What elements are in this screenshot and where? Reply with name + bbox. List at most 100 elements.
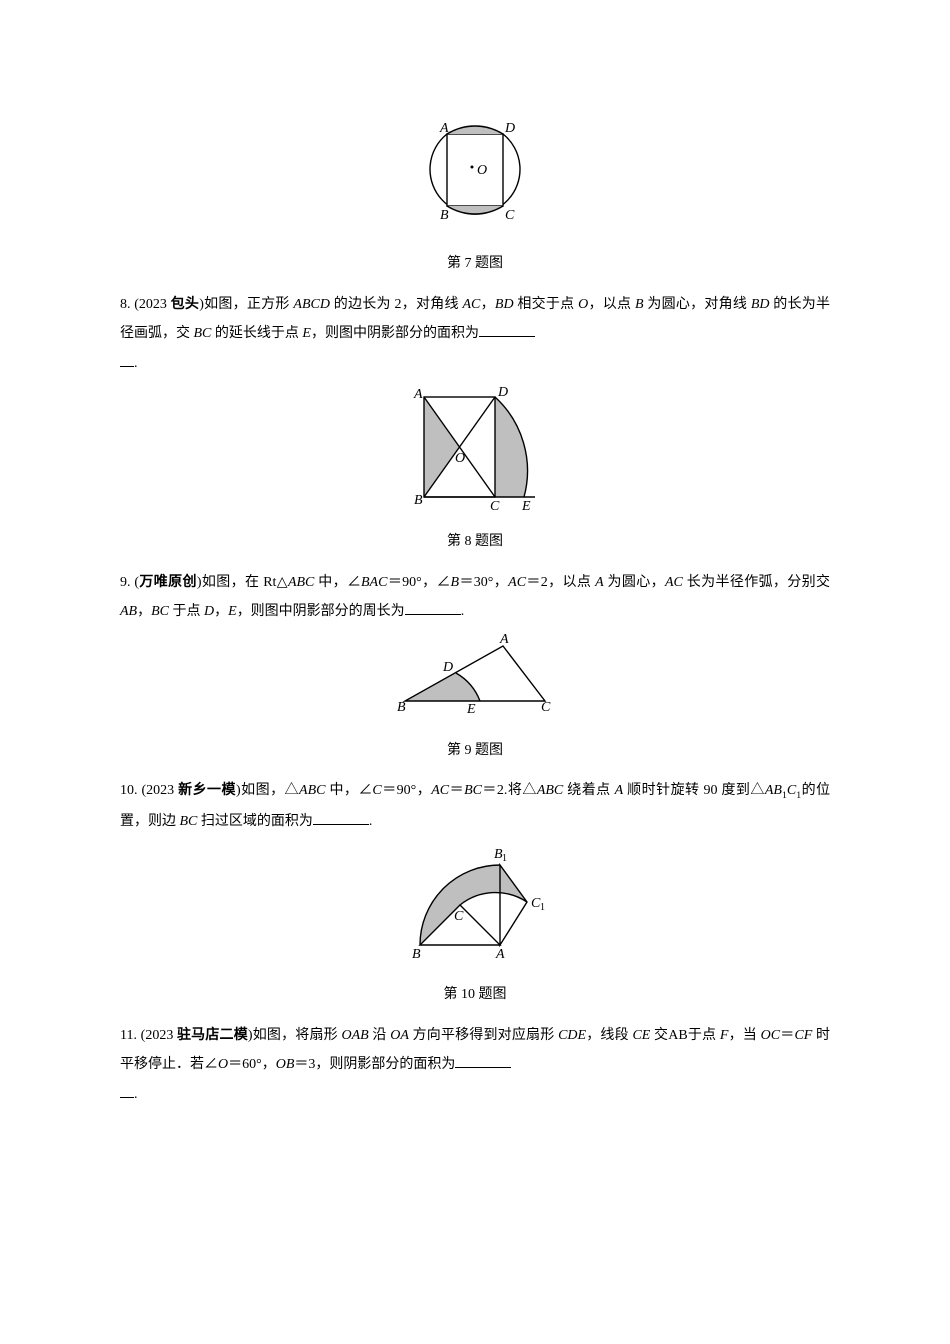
p8-blank2 [120, 353, 134, 367]
p10-b2: 中，∠ [325, 783, 372, 798]
f8-a: A [413, 387, 423, 402]
p11-b3: 方向平移得到对应扇形 [409, 1028, 558, 1043]
p9-prefix: 9. ( [120, 575, 139, 590]
p10-tail: . [369, 814, 373, 829]
f9-c: C [541, 700, 551, 715]
label-c: C [505, 208, 515, 223]
p11-b8: ＝60°， [228, 1057, 276, 1072]
p8-b4: ，以点 [588, 297, 635, 312]
figure-7: A D B C O [120, 114, 830, 245]
p11-b1: )如图，将扇形 [248, 1028, 342, 1043]
p8-source: 包头 [171, 295, 200, 311]
p9-b3: ＝90°，∠ [387, 575, 450, 590]
p10-b8: 扫过区域的面积为 [197, 814, 313, 829]
p8-bc: BC [194, 326, 212, 341]
p11-ob: OB [276, 1057, 295, 1072]
p10-b4: ＝2.将△ [482, 783, 537, 798]
p9-ac2: AC [665, 575, 683, 590]
p8-b: B [635, 297, 644, 312]
p11-oab: OAB [341, 1028, 368, 1043]
p10-c: C [372, 783, 381, 798]
p8-bd2: BD [751, 297, 770, 312]
p9-source: 万唯原创 [139, 573, 197, 589]
label-b: B [440, 208, 449, 223]
p10-c1: C [787, 783, 796, 798]
p11-b6: ，当 [728, 1028, 760, 1043]
p11-oc: OC [761, 1028, 780, 1043]
p11-tail: . [134, 1087, 138, 1102]
p8-prefix: 8. (2023 [120, 297, 171, 312]
figure-9-caption: 第 9 题图 [120, 736, 830, 765]
p8-b8: ，则图中阴影部分的面积为 [311, 326, 479, 341]
p8-bd: BD [495, 297, 514, 312]
p10-b1: )如图，△ [236, 783, 299, 798]
p9-blank [405, 601, 461, 615]
f9-a: A [499, 632, 509, 647]
p10-blank [313, 811, 369, 825]
f8-c: C [490, 499, 500, 512]
p10-b3: ＝90°， [382, 783, 431, 798]
f8-d: D [497, 385, 508, 400]
p10-abc: ABC [299, 783, 325, 798]
problem-11: 11. (2023 驻马店二模)如图，将扇形 OAB 沿 OA 方向平移得到对应… [120, 1020, 830, 1109]
p8-b5: 为圆心，对角线 [644, 297, 751, 312]
p10-prefix: 10. (2023 [120, 783, 178, 798]
p10-bc: BC [464, 783, 482, 798]
p8-b2: 的边长为 2，对角线 [330, 297, 463, 312]
p9-b2: 中，∠ [314, 575, 361, 590]
p10-b5: 绕着点 [563, 783, 614, 798]
problem-8: 8. (2023 包头)如图，正方形 ABCD 的边长为 2，对角线 AC，BD… [120, 289, 830, 378]
p9-d: D [204, 604, 214, 619]
p9-cm2: ， [214, 604, 228, 619]
p10-a: A [615, 783, 624, 798]
figure-9: A B C D E [120, 631, 830, 732]
p10-b6: 顺时针旋转 90 度到△ [623, 783, 765, 798]
p10-bc2: BC [180, 814, 198, 829]
p11-blank2 [120, 1084, 134, 1098]
figure-8-svg: A D B C E O [390, 382, 560, 512]
p11-source: 驻马店二模 [177, 1026, 248, 1042]
figure-9-svg: A B C D E [385, 631, 565, 721]
p11-o: O [218, 1057, 228, 1072]
f10-b1s: 1 [502, 853, 507, 864]
label-d: D [504, 121, 515, 136]
p10-source: 新乡一模 [178, 781, 236, 797]
label-o: O [477, 163, 487, 178]
label-a: A [439, 121, 449, 136]
f8-o: O [455, 451, 465, 466]
p11-b5b: 于点 [688, 1028, 720, 1043]
f8-b: B [414, 493, 423, 508]
p9-bc2: BC [151, 604, 169, 619]
f9-d: D [442, 660, 453, 675]
p8-b3: 相交于点 [514, 297, 579, 312]
p8-ac: AC [463, 297, 481, 312]
p9-cm: ， [137, 604, 151, 619]
p11-eq: ＝ [780, 1028, 794, 1043]
p8-b7: 的延长线于点 [211, 326, 302, 341]
p10-abc2: ABC [537, 783, 563, 798]
p10-eq: ＝ [449, 783, 464, 798]
p8-o: O [578, 297, 588, 312]
figure-10-svg: A B C B 1 C 1 [390, 840, 560, 965]
p8-abcd: ABCD [293, 297, 330, 312]
p8-b1: )如图，正方形 [199, 297, 293, 312]
p8-e: E [302, 326, 311, 341]
p9-b7: 长为半径作弧，分别交 [683, 575, 830, 590]
p9-b1: )如图，在 Rt△ [197, 575, 288, 590]
p9-a: A [595, 575, 604, 590]
figure-10: A B C B 1 C 1 [120, 840, 830, 976]
p9-abc: ABC [288, 575, 314, 590]
p11-oa: OA [390, 1028, 409, 1043]
f9-e: E [466, 702, 476, 717]
p8-c1: ， [480, 297, 495, 312]
p10-ab1: AB [765, 783, 782, 798]
figure-8: A D B C E O [120, 382, 830, 523]
figure-10-caption: 第 10 题图 [120, 980, 830, 1009]
f8-e: E [521, 499, 531, 512]
f10-c: C [454, 909, 464, 924]
p9-b5: ＝2，以点 [526, 575, 595, 590]
p11-b4: ，线段 [586, 1028, 632, 1043]
p11-b2: 沿 [369, 1028, 391, 1043]
f9-b: B [397, 700, 406, 715]
figure-7-svg: A D B C O [410, 114, 540, 234]
